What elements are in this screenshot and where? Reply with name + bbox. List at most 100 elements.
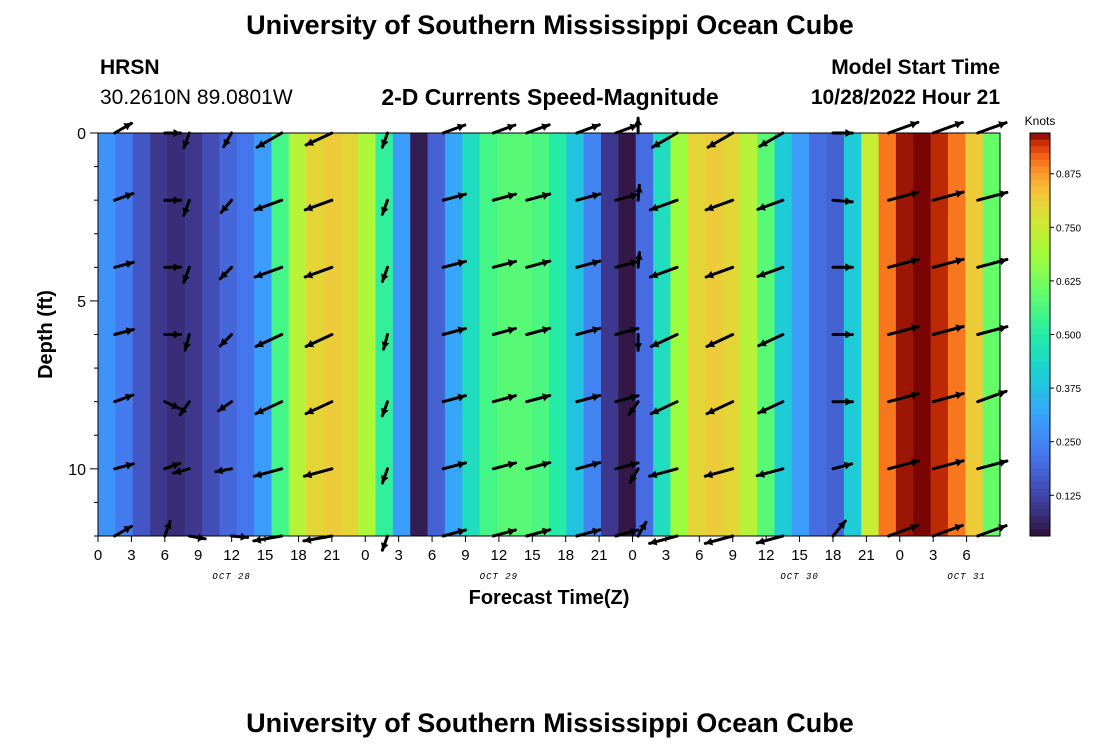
current-vector-head: [457, 259, 466, 268]
current-vector-head: [381, 206, 389, 215]
current-vector-head: [955, 391, 964, 400]
current-vector-head: [630, 393, 638, 402]
colorbar-segment: [1030, 287, 1050, 295]
current-vector-head: [303, 535, 312, 544]
current-vector-head: [910, 324, 919, 333]
heatmap-cell: [653, 133, 672, 536]
heatmap-cell: [757, 133, 776, 536]
date-label: OCT 28: [212, 572, 250, 582]
current-vector-head: [634, 118, 643, 126]
current-vector-head: [381, 273, 389, 282]
model-start-label: Model Start Time: [831, 56, 1000, 79]
current-vector-head: [649, 470, 658, 479]
colorbar-segment: [1030, 300, 1050, 309]
date-label: OCT 31: [947, 572, 985, 582]
current-vector-head: [306, 339, 315, 348]
current-vector-head: [171, 462, 180, 470]
current-vector-head: [306, 407, 315, 415]
current-vector-head: [507, 123, 515, 132]
current-vector-head: [999, 459, 1007, 467]
x-tick-label: 9: [194, 547, 202, 564]
current-vector-head: [592, 191, 600, 200]
current-vector-head: [125, 461, 134, 470]
colorbar-segment: [1030, 180, 1050, 188]
current-vector-head: [592, 259, 600, 267]
x-tick-label: 12: [223, 547, 240, 564]
current-vector-head: [650, 270, 659, 279]
colorbar-segment: [1030, 421, 1050, 430]
x-tick-label: 9: [461, 547, 469, 564]
heatmap-cell: [930, 133, 949, 536]
current-vector-head: [164, 521, 172, 530]
current-vector-head: [223, 138, 231, 147]
heatmap-cell: [479, 133, 498, 536]
colorbar-segment: [1030, 394, 1050, 403]
x-tick-label: 12: [758, 547, 775, 564]
current-vector-head: [591, 123, 600, 131]
current-vector-head: [306, 138, 315, 146]
colorbar-segment: [1030, 468, 1050, 477]
x-tick-label: 15: [524, 547, 541, 564]
current-vector-head: [255, 270, 263, 279]
heatmap-cell: [965, 133, 984, 536]
current-vector-head: [705, 537, 714, 546]
x-tick-label: 3: [929, 547, 937, 564]
current-vector-head: [253, 535, 262, 544]
current-vector-head: [592, 393, 600, 402]
current-vector-head: [651, 339, 660, 348]
heatmap-cell: [202, 133, 221, 536]
heatmap-cell: [531, 133, 550, 536]
colorbar-segment: [1030, 227, 1050, 235]
heatmap-cell: [150, 133, 168, 536]
colorbar-segment: [1030, 388, 1050, 396]
current-vector-head: [507, 460, 516, 469]
x-axis-label: Forecast Time(Z): [469, 587, 630, 609]
current-vector-head: [910, 257, 919, 265]
date-label: OCT 29: [480, 572, 518, 582]
x-tick-label: 21: [858, 547, 875, 564]
station-name: HRSN: [100, 56, 160, 79]
x-tick-label: 0: [628, 547, 636, 564]
heatmap-cell: [462, 133, 481, 536]
current-vector-head: [173, 330, 181, 339]
heatmap-cell: [358, 133, 377, 536]
colorbar-segment: [1030, 314, 1050, 322]
colorbar-segment: [1030, 240, 1050, 248]
current-vector-head: [639, 522, 646, 531]
current-vector-head: [542, 326, 550, 334]
current-vector-head: [173, 263, 181, 272]
current-vector-head: [910, 458, 919, 467]
current-vector-head: [381, 542, 389, 551]
current-vector-head: [955, 190, 964, 198]
colorbar-segment: [1030, 166, 1050, 174]
current-vector-head: [757, 270, 766, 278]
heatmap-cell: [115, 133, 134, 536]
colorbar-segment: [1030, 233, 1050, 241]
current-vector-head: [381, 407, 389, 416]
x-tick-label: 9: [729, 547, 737, 564]
y-tick-label: 0: [77, 126, 86, 143]
x-tick-label: 21: [324, 547, 341, 564]
x-tick-label: 3: [662, 547, 670, 564]
current-vector-head: [221, 204, 229, 213]
y-tick-label: 5: [77, 294, 86, 311]
current-vector-head: [381, 341, 390, 350]
colorbar-segment: [1030, 374, 1050, 383]
heatmap-cell: [219, 133, 238, 536]
colorbar-segment: [1030, 435, 1050, 443]
heatmap-cell: [98, 133, 116, 536]
colorbar-segment: [1030, 455, 1050, 463]
colorbar-segment: [1030, 159, 1050, 168]
colorbar-tick-label: 0.250: [1056, 438, 1081, 449]
colorbar-segment: [1030, 220, 1050, 228]
current-vector-head: [457, 326, 466, 335]
current-vector-head: [592, 460, 600, 469]
current-vector-head: [955, 257, 964, 265]
colorbar-segment: [1030, 354, 1050, 362]
current-vector-head: [125, 393, 133, 402]
date-label: OCT 30: [780, 572, 818, 582]
colorbar-tick-label: 0.500: [1056, 331, 1081, 342]
current-vector-head: [999, 190, 1007, 198]
current-vector-head: [125, 260, 134, 268]
heatmap-cell: [549, 133, 567, 536]
